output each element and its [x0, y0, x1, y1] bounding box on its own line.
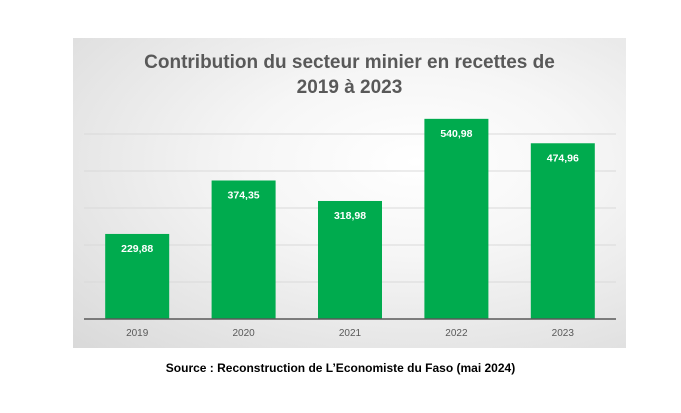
bar-2023 — [530, 143, 595, 319]
bar-2022 — [424, 118, 489, 319]
chart-title: Contribution du secteur minier en recett… — [73, 50, 626, 100]
x-tick-label: 2022 — [445, 328, 468, 339]
data-label: 374,35 — [228, 189, 260, 201]
data-label: 229,88 — [121, 243, 153, 255]
bar-2020 — [211, 180, 276, 319]
chart-title-line2: 2019 à 2023 — [296, 77, 403, 98]
source-note: Source : Reconstruction de L’Economiste … — [165, 361, 516, 375]
bar-2019 — [105, 233, 170, 319]
x-tick-label: 2020 — [232, 328, 255, 339]
x-tick-label: 2023 — [552, 328, 575, 339]
x-tick-label: 2019 — [126, 328, 149, 339]
chart: Contribution du secteur minier en recett… — [73, 38, 626, 348]
plot-area: 229,88 2019 374,35 2020 318,98 2021 540,98 2022… — [84, 118, 616, 339]
x-tick-label: 2021 — [339, 328, 362, 339]
data-label: 318,98 — [334, 210, 366, 222]
data-label: 474,96 — [547, 152, 579, 164]
bar-2021 — [318, 200, 382, 319]
data-label: 540,98 — [440, 128, 472, 140]
chart-title-line1: Contribution du secteur minier en recett… — [144, 52, 555, 73]
